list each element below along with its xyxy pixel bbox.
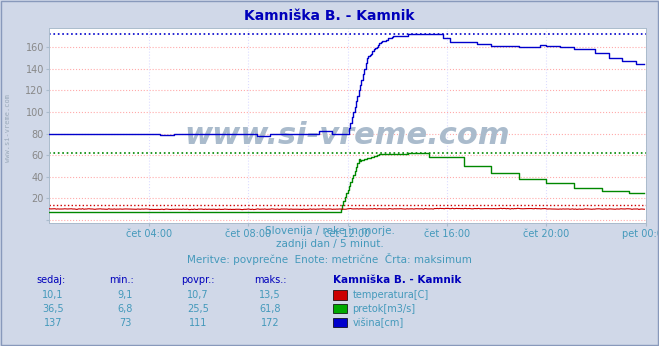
Text: 111: 111 [188, 318, 207, 328]
Text: Meritve: povprečne  Enote: metrične  Črta: maksimum: Meritve: povprečne Enote: metrične Črta:… [187, 253, 472, 265]
Text: www.si-vreme.com: www.si-vreme.com [185, 121, 511, 150]
Text: 172: 172 [261, 318, 279, 328]
Text: min.:: min.: [109, 275, 134, 285]
Text: 13,5: 13,5 [260, 290, 281, 300]
Text: zadnji dan / 5 minut.: zadnji dan / 5 minut. [275, 239, 384, 249]
Text: 6,8: 6,8 [117, 304, 133, 314]
Text: 25,5: 25,5 [186, 304, 209, 314]
Text: www.si-vreme.com: www.si-vreme.com [5, 94, 11, 162]
Text: 73: 73 [119, 318, 131, 328]
Text: 9,1: 9,1 [117, 290, 133, 300]
Text: pretok[m3/s]: pretok[m3/s] [353, 304, 416, 314]
Text: sedaj:: sedaj: [36, 275, 65, 285]
Text: Kamniška B. - Kamnik: Kamniška B. - Kamnik [333, 275, 461, 285]
Text: temperatura[C]: temperatura[C] [353, 290, 429, 300]
Text: 10,1: 10,1 [42, 290, 63, 300]
Text: višina[cm]: višina[cm] [353, 318, 404, 328]
Text: povpr.:: povpr.: [181, 275, 215, 285]
Text: 36,5: 36,5 [42, 304, 63, 314]
Text: 10,7: 10,7 [187, 290, 208, 300]
Text: 137: 137 [43, 318, 62, 328]
Text: Slovenija / reke in morje.: Slovenija / reke in morje. [264, 226, 395, 236]
Text: 61,8: 61,8 [260, 304, 281, 314]
Text: maks.:: maks.: [254, 275, 286, 285]
Text: Kamniška B. - Kamnik: Kamniška B. - Kamnik [244, 9, 415, 22]
